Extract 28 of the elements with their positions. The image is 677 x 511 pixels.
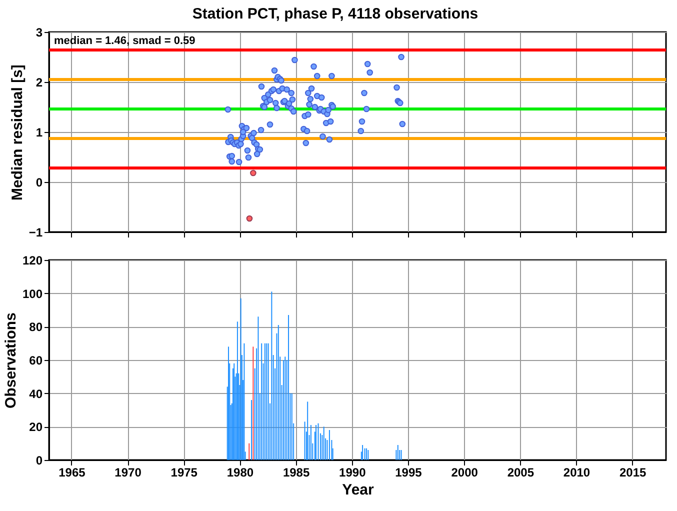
y-tick-label: 2 bbox=[36, 76, 43, 90]
x-tick-label: 2010 bbox=[563, 466, 590, 480]
x-tick-label: 1990 bbox=[339, 466, 366, 480]
y-tick-label: 120 bbox=[22, 254, 43, 268]
x-tick-label: 2005 bbox=[507, 466, 534, 480]
x-tick-label: 1985 bbox=[282, 466, 310, 480]
annotation: median = 1.46, smad = 0.59 bbox=[54, 35, 196, 47]
x-tick-label: 1975 bbox=[170, 466, 198, 480]
chart-title: Station PCT, phase P, 4118 observations bbox=[192, 5, 478, 22]
y-axis-title: Median residual [s] bbox=[8, 64, 26, 200]
y-tick-label: 40 bbox=[29, 386, 43, 401]
x-tick-label: 1965 bbox=[58, 466, 86, 480]
y-tick-label: 3 bbox=[36, 26, 43, 40]
y-tick-label: 60 bbox=[29, 354, 43, 368]
y-tick-label: 0 bbox=[36, 176, 43, 190]
x-tick-label: 1980 bbox=[226, 466, 254, 480]
x-tick-label: 2015 bbox=[619, 466, 647, 480]
y-axis-title: Observations bbox=[2, 312, 20, 408]
y-tick-label: −1 bbox=[28, 226, 43, 240]
y-tick-label: 0 bbox=[36, 454, 43, 468]
y-tick-label: 80 bbox=[29, 320, 43, 334]
y-tick-label: 100 bbox=[22, 286, 43, 301]
x-tick-label: 1970 bbox=[114, 466, 142, 480]
x-tick-label: 1995 bbox=[395, 466, 422, 480]
x-axis-title: Year bbox=[342, 482, 374, 498]
y-tick-label: 20 bbox=[29, 420, 43, 434]
x-tick-label: 2000 bbox=[451, 466, 478, 480]
y-tick-label: 1 bbox=[36, 126, 43, 140]
